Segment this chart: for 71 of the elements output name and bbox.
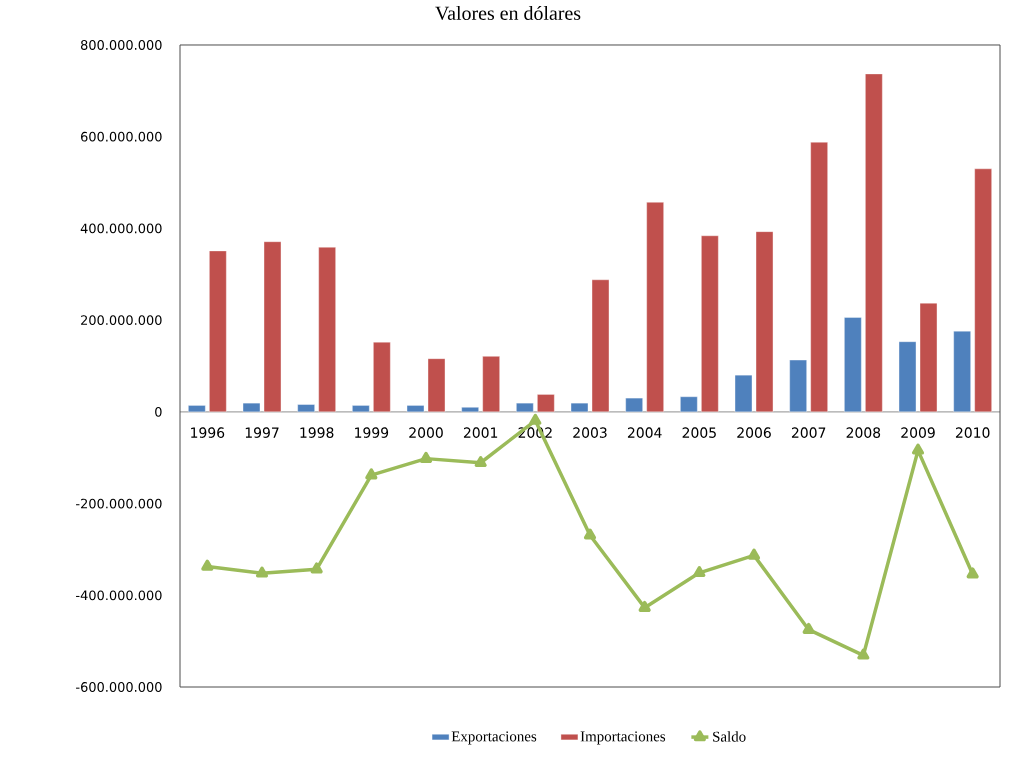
point (201, 559, 214, 571)
y-tick-label: 400.000.000 (80, 223, 162, 234)
y-tick-label: 800.000.000 (80, 40, 162, 50)
x-tick-label: 2007 (791, 427, 826, 438)
bar (209, 250, 227, 413)
point (966, 567, 979, 579)
bar (406, 405, 425, 413)
x-tick-label: 2001 (463, 427, 498, 438)
point (474, 456, 487, 467)
point (638, 600, 651, 612)
bar (898, 341, 917, 413)
bar (591, 279, 610, 413)
bar (646, 202, 664, 413)
bar (734, 374, 753, 413)
y-tick-label: -200.000.000 (76, 498, 162, 509)
point (255, 566, 269, 578)
bar (701, 235, 719, 413)
point (747, 548, 761, 560)
point (365, 468, 378, 480)
bar (625, 397, 643, 413)
point (693, 566, 706, 578)
point (857, 648, 870, 660)
point (310, 562, 323, 574)
bar (810, 142, 828, 413)
x-tick-label: 1998 (300, 427, 334, 438)
bar (461, 407, 479, 413)
bar (974, 168, 992, 413)
bar (188, 405, 206, 413)
y-tick-label: 600.000.000 (80, 131, 162, 142)
bar (427, 358, 446, 413)
x-tick-label: 2003 (573, 427, 607, 438)
x-tick-label: 2009 (901, 427, 935, 438)
chart-title: Valores en dólares (435, 5, 581, 21)
x-tick-label: 2006 (737, 427, 771, 438)
bar (537, 394, 555, 413)
x-tick-label: 2008 (846, 427, 881, 438)
y-tick-label: -400.000.000 (76, 590, 162, 601)
y-tick-label: 200.000.000 (81, 315, 162, 326)
x-tick-label: 2010 (955, 427, 990, 438)
bar (680, 396, 698, 413)
point (419, 451, 433, 463)
bar (789, 359, 807, 413)
bar (865, 73, 883, 413)
x-tick-label: 2005 (682, 427, 716, 438)
x-tick-label: 1997 (245, 427, 279, 438)
legend-label: Saldo (713, 731, 746, 742)
x-tick-label: 2000 (409, 427, 443, 438)
y-tick-label: -600.000.000 (76, 682, 162, 692)
bar (919, 302, 938, 413)
bar (953, 330, 971, 413)
bar (373, 341, 391, 413)
bar (352, 405, 370, 413)
bar (318, 247, 336, 413)
point (583, 528, 597, 540)
x-tick-label: 1999 (355, 427, 389, 438)
point (911, 443, 925, 455)
bar (263, 241, 282, 413)
x-tick-label: 2004 (627, 427, 662, 438)
y-tick-label: 0 (155, 406, 162, 417)
bar (297, 404, 315, 413)
legend-label: Exportaciones (451, 731, 537, 745)
x-tick-label: 1996 (191, 427, 225, 438)
bar (516, 402, 534, 413)
bar (242, 402, 261, 413)
bar (844, 317, 862, 413)
legend-label: Importaciones (580, 731, 666, 745)
bar (570, 402, 589, 413)
bar (755, 231, 774, 413)
bar (482, 356, 500, 413)
point (529, 413, 542, 425)
point (802, 622, 815, 634)
